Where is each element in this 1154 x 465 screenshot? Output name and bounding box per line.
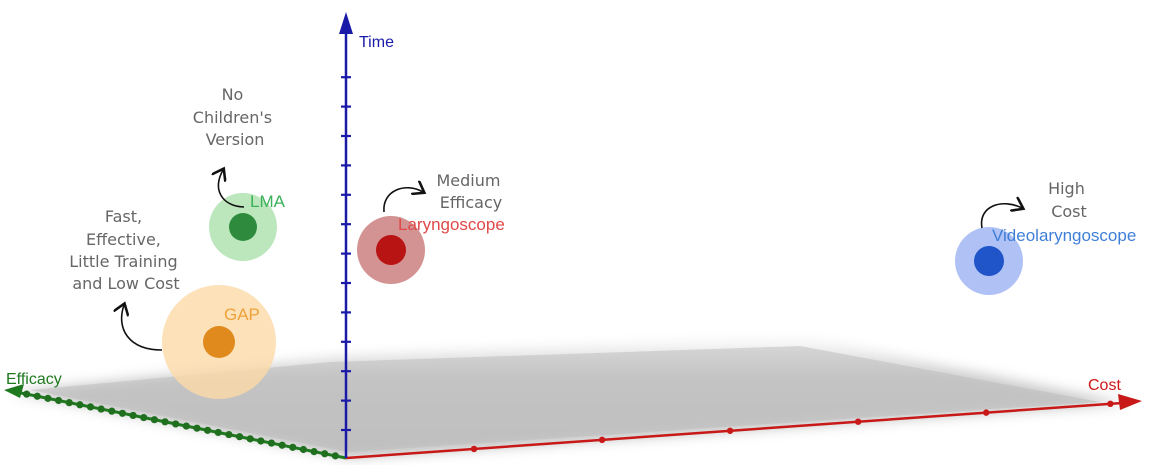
efficacy-tick bbox=[44, 394, 52, 402]
cost-tick bbox=[983, 409, 990, 416]
lma-point: LMA bbox=[209, 192, 286, 261]
efficacy-tick bbox=[140, 413, 148, 422]
cost-axis-label: Cost bbox=[1088, 377, 1121, 394]
efficacy-tick bbox=[310, 448, 318, 456]
gap-label: GAP bbox=[224, 305, 260, 324]
laryngoscope-note-line: Efficacy bbox=[440, 193, 502, 212]
efficacy-axis-ticks bbox=[23, 390, 339, 460]
efficacy-tick bbox=[193, 424, 201, 432]
laryngoscope-marker bbox=[376, 235, 406, 265]
gap-point: GAP bbox=[162, 285, 276, 399]
cost-tick bbox=[598, 436, 606, 444]
efficacy-tick bbox=[214, 428, 222, 437]
cost-axis-arrowhead bbox=[1118, 394, 1142, 410]
lma-note-arrow bbox=[219, 170, 245, 208]
cost-axis-ticks bbox=[470, 400, 1114, 453]
efficacy-tick bbox=[97, 405, 105, 413]
efficacy-tick bbox=[235, 433, 244, 441]
efficacy-tick bbox=[172, 420, 180, 428]
lma-label: LMA bbox=[250, 192, 286, 211]
efficacy-tick bbox=[278, 441, 286, 449]
laryngoscope-note: Medium Efficacy bbox=[436, 171, 505, 212]
cost-tick bbox=[726, 427, 734, 434]
efficacy-axis bbox=[4, 384, 347, 460]
time-axis-ticks bbox=[341, 76, 351, 432]
videolaryngoscope-note-line: High bbox=[1048, 179, 1085, 198]
efficacy-tick bbox=[23, 390, 31, 398]
cost-tick bbox=[854, 418, 862, 425]
efficacy-tick bbox=[267, 439, 276, 447]
ground-plane-core bbox=[30, 346, 1100, 452]
efficacy-tick bbox=[182, 422, 190, 430]
efficacy-tick bbox=[257, 437, 265, 445]
efficacy-tick bbox=[331, 452, 339, 460]
efficacy-tick bbox=[129, 411, 137, 420]
gap-note-line: Fast, bbox=[105, 207, 142, 226]
time-axis-label: Time bbox=[359, 34, 394, 51]
laryngoscope-note-arrow bbox=[383, 188, 423, 213]
cost-axis bbox=[345, 394, 1142, 460]
videolaryngoscope-note-line: Cost bbox=[1051, 202, 1087, 221]
time-axis bbox=[339, 12, 353, 458]
videolaryngoscope-note: High Cost bbox=[1048, 179, 1090, 221]
gap-note: Fast, Effective, Little Training and Low… bbox=[69, 207, 183, 293]
gap-note-line: Effective, bbox=[86, 230, 161, 249]
efficacy-tick bbox=[108, 407, 116, 415]
videolaryngoscope-point: Videolaryngoscope bbox=[955, 226, 1136, 295]
laryngoscope-note-line: Medium bbox=[436, 171, 500, 190]
gap-marker bbox=[203, 326, 235, 358]
videolaryngoscope-marker bbox=[974, 246, 1004, 276]
efficacy-tick bbox=[118, 409, 127, 417]
videolaryngoscope-note-arrow bbox=[980, 204, 1022, 229]
efficacy-tick bbox=[161, 418, 169, 426]
lma-note-line: Children's bbox=[193, 108, 272, 127]
efficacy-tick bbox=[150, 416, 158, 424]
laryngoscope-label: Laryngoscope bbox=[398, 215, 505, 234]
efficacy-tick bbox=[76, 401, 84, 409]
gap-note-arrow bbox=[122, 305, 163, 351]
efficacy-tick bbox=[65, 399, 73, 407]
efficacy-tick bbox=[321, 450, 329, 458]
efficacy-tick bbox=[204, 426, 212, 434]
efficacy-tick bbox=[86, 403, 95, 411]
efficacy-tick bbox=[246, 435, 254, 443]
videolaryngoscope-label: Videolaryngoscope bbox=[992, 226, 1136, 245]
efficacy-tick bbox=[299, 445, 308, 454]
gap-note-line: Little Training bbox=[69, 252, 177, 271]
lma-note: No Children's Version bbox=[193, 85, 277, 149]
lma-marker bbox=[229, 213, 257, 241]
efficacy-tick bbox=[54, 396, 63, 405]
time-axis-arrowhead bbox=[339, 12, 353, 34]
laryngoscope-point: Laryngoscope bbox=[357, 215, 505, 284]
efficacy-tick bbox=[225, 430, 233, 439]
cost-tick bbox=[1107, 400, 1114, 408]
lma-note-line: Version bbox=[206, 130, 265, 149]
efficacy-tick bbox=[289, 443, 297, 451]
efficacy-axis-label: Efficacy bbox=[6, 371, 62, 388]
efficacy-axis-arrowhead bbox=[4, 384, 24, 398]
lma-note-line: No bbox=[222, 85, 244, 104]
efficacy-tick bbox=[33, 392, 41, 400]
gap-note-line: and Low Cost bbox=[72, 274, 179, 293]
cost-tick bbox=[470, 445, 478, 453]
